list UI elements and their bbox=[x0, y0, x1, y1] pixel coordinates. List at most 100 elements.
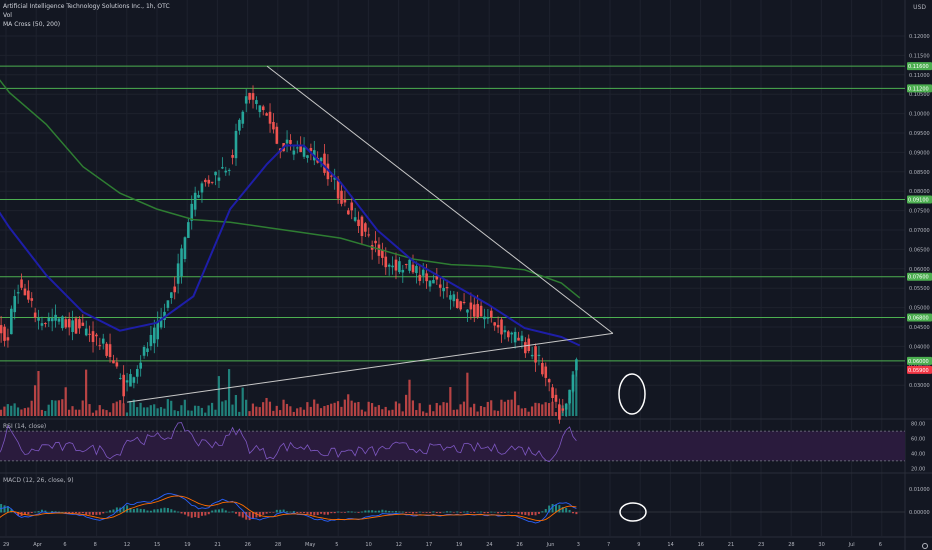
macd-histogram-bar bbox=[282, 509, 285, 513]
macd-pane-label: MACD (12, 26, close, 9) bbox=[3, 477, 74, 484]
macd-histogram-bar bbox=[377, 510, 380, 513]
candle-body bbox=[234, 130, 238, 159]
macd-histogram-bar bbox=[565, 507, 568, 513]
time-tick-label: 6 bbox=[63, 542, 66, 548]
macd-histogram-bar bbox=[558, 505, 561, 513]
candle-body bbox=[20, 279, 23, 288]
volume-bar bbox=[330, 403, 333, 416]
time-tick-label: 26 bbox=[516, 542, 522, 548]
candle-body bbox=[547, 379, 551, 383]
candle-body bbox=[16, 292, 20, 294]
candle-body bbox=[27, 290, 30, 300]
volume-bar bbox=[81, 400, 84, 416]
volume-bar bbox=[323, 406, 326, 416]
macd-histogram-bar bbox=[514, 512, 517, 513]
volume-bar bbox=[156, 408, 159, 416]
candle-body bbox=[455, 298, 459, 308]
macd-histogram-bar bbox=[139, 508, 142, 513]
candle-body bbox=[139, 362, 142, 369]
macd-histogram-bar bbox=[64, 512, 67, 513]
volume-bar bbox=[520, 408, 523, 416]
candle-body bbox=[275, 126, 279, 144]
volume-bar bbox=[176, 411, 180, 416]
volume-bar bbox=[115, 401, 118, 416]
price-badge bbox=[907, 195, 932, 204]
price-badge-label: 0.11200 bbox=[908, 86, 929, 92]
volume-bar bbox=[377, 405, 380, 416]
candle-body bbox=[520, 335, 524, 342]
volume-bar bbox=[183, 399, 186, 416]
macd-histogram-bar bbox=[126, 505, 129, 513]
volume-bar bbox=[496, 410, 500, 416]
candle-body bbox=[54, 314, 57, 321]
time-tick-label: 30 bbox=[818, 542, 824, 548]
candle-body bbox=[231, 155, 234, 158]
candle-body bbox=[204, 179, 207, 183]
volume-bar bbox=[57, 400, 60, 416]
candle-body bbox=[0, 325, 3, 334]
volume-bar bbox=[27, 407, 30, 416]
price-tick-label: 0.12000 bbox=[909, 34, 930, 40]
candle-body bbox=[50, 318, 54, 322]
candle-body bbox=[364, 223, 367, 232]
time-tick-label: Jun bbox=[546, 542, 555, 548]
candle-body bbox=[411, 264, 415, 273]
macd-histogram-bar bbox=[333, 512, 336, 514]
macd-histogram-bar bbox=[61, 511, 64, 513]
macd-histogram-bar bbox=[57, 511, 60, 513]
volume-bar bbox=[544, 402, 547, 416]
macd-histogram-bar bbox=[231, 511, 234, 513]
ma200-line bbox=[0, 79, 581, 299]
macd-histogram-bar bbox=[92, 512, 95, 515]
volume-bar bbox=[47, 404, 50, 416]
macd-histogram-bar bbox=[149, 510, 152, 513]
macd-histogram-bar bbox=[115, 507, 118, 513]
macd-histogram-bar bbox=[40, 509, 43, 513]
candle-body bbox=[183, 237, 187, 260]
price-tick-label: 0.10500 bbox=[909, 92, 930, 98]
time-tick-label: 17 bbox=[426, 542, 432, 548]
macd-histogram-bar bbox=[337, 511, 340, 513]
candle-body bbox=[197, 194, 200, 198]
candle-body bbox=[381, 249, 384, 258]
candle-body bbox=[57, 318, 61, 322]
volume-bar bbox=[418, 403, 421, 416]
macd-histogram-bar bbox=[466, 511, 469, 513]
volume-bar bbox=[95, 410, 98, 416]
candle-body bbox=[462, 302, 466, 304]
macd-histogram-bar bbox=[551, 503, 554, 513]
candle-body bbox=[513, 331, 517, 343]
price-tick-label: 0.07500 bbox=[909, 209, 930, 215]
macd-histogram-bar bbox=[194, 512, 197, 518]
volume-bar bbox=[91, 412, 95, 416]
volume-bar bbox=[357, 401, 360, 416]
candle-body bbox=[268, 111, 272, 124]
macd-histogram-bar bbox=[170, 509, 173, 513]
macd-histogram-bar bbox=[381, 509, 384, 513]
candle-body bbox=[244, 96, 248, 104]
price-tick-label: 0.09500 bbox=[909, 131, 930, 137]
price-tick-label: 0.05000 bbox=[909, 306, 930, 312]
volume-bar bbox=[442, 402, 445, 416]
volume-bar bbox=[210, 402, 214, 416]
time-tick-label: 12 bbox=[396, 542, 402, 548]
trendline bbox=[266, 65, 614, 334]
rsi-tick-label: 60.00 bbox=[911, 437, 925, 443]
macd-histogram-bar bbox=[459, 512, 462, 513]
settings-gear-icon[interactable] bbox=[922, 543, 928, 549]
volume-bar bbox=[50, 400, 54, 416]
volume-bar bbox=[428, 404, 432, 416]
candle-body bbox=[507, 331, 510, 338]
candle-body bbox=[176, 263, 180, 284]
volume-bar bbox=[204, 412, 207, 416]
macd-histogram-bar bbox=[156, 509, 159, 513]
candle-body bbox=[227, 169, 231, 171]
candle-body bbox=[551, 387, 554, 399]
macd-histogram-bar bbox=[340, 512, 343, 513]
volume-bar bbox=[367, 401, 370, 416]
macd-histogram-bar bbox=[500, 512, 503, 514]
volume-bar bbox=[524, 408, 527, 416]
volume-bar bbox=[282, 399, 285, 416]
macd-histogram-bar bbox=[493, 511, 496, 513]
